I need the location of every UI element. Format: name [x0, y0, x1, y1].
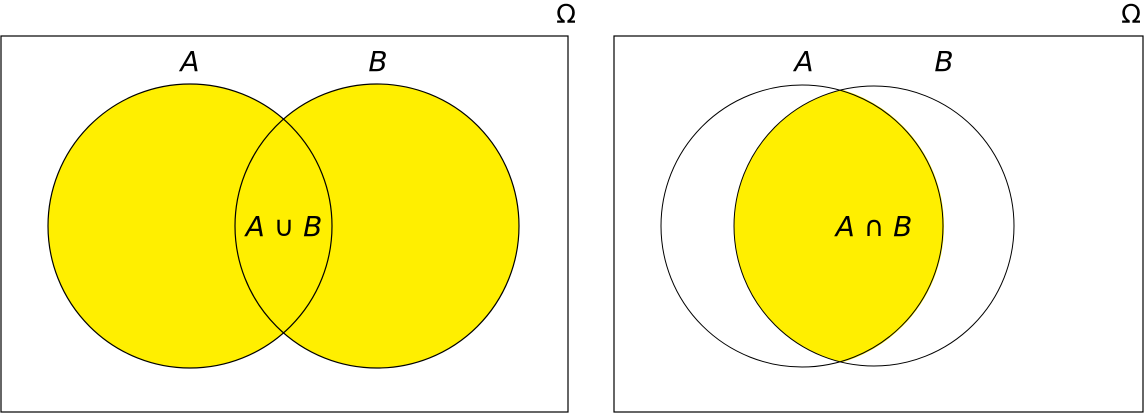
- set-a-label-right: A: [792, 45, 813, 78]
- intersection-region-label: A ∩ B: [834, 210, 913, 243]
- set-b-circle-left: [235, 84, 519, 368]
- union-venn-diagram: Ω A B A ∪ B: [0, 0, 576, 413]
- universe-label-left: Ω: [556, 0, 576, 30]
- set-a-outline-left: [47, 83, 333, 369]
- set-b-outline-left: [234, 83, 520, 369]
- universe-label-right: Ω: [1121, 0, 1141, 30]
- union-region-label: A ∪ B: [244, 210, 323, 243]
- universe-box-right: [613, 35, 1144, 413]
- intersection-region-fill: [734, 86, 944, 366]
- set-a-label-left: A: [178, 45, 199, 78]
- intersection-venn-diagram: Ω A B A ∩ B: [613, 0, 1144, 413]
- set-b-label-right: B: [934, 45, 953, 78]
- set-a-outline-right: [660, 84, 944, 368]
- universe-box-left: [0, 35, 569, 413]
- set-b-label-left: B: [368, 45, 387, 78]
- set-b-outline-right: [733, 85, 1015, 367]
